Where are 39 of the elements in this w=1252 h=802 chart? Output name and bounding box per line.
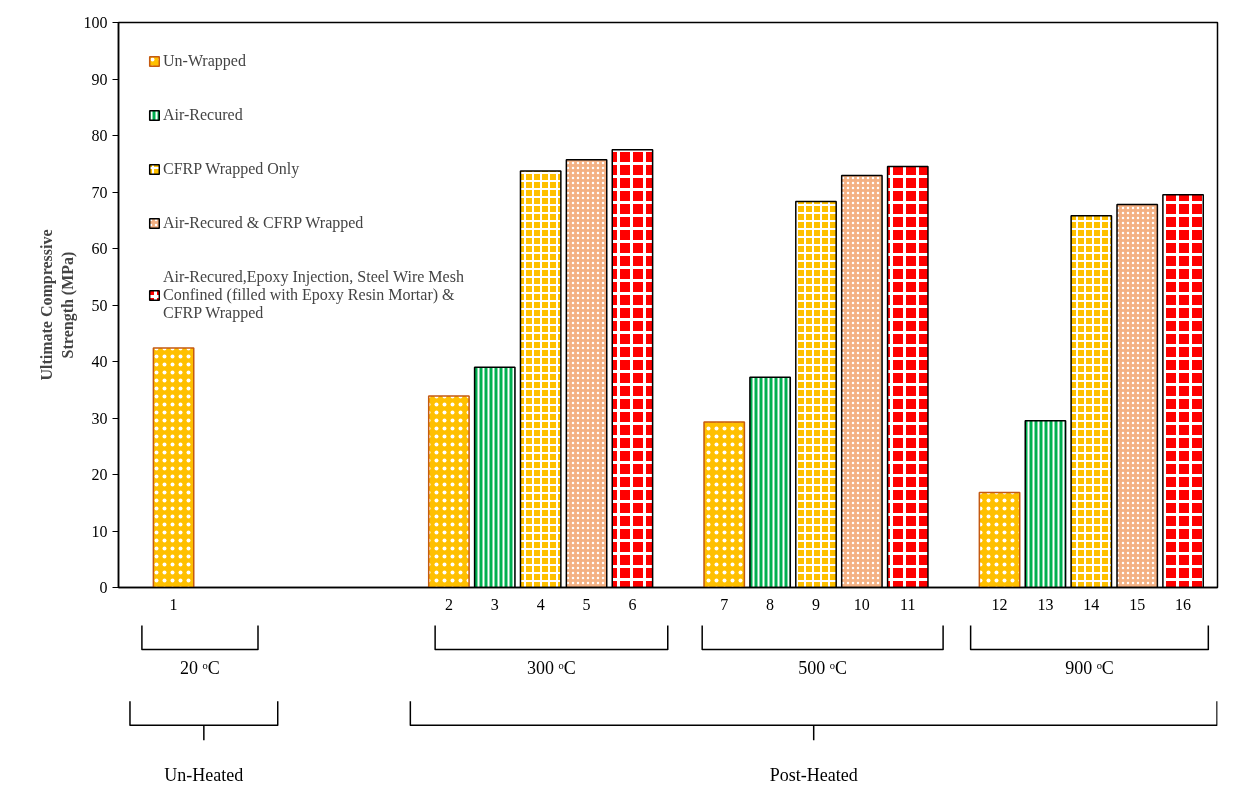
x-tick-label: 10	[853, 595, 870, 613]
legend-label: Air-Recured	[163, 106, 243, 124]
x-tick-label: 7	[720, 595, 729, 613]
text: 900 ᵒC	[1065, 658, 1114, 678]
x-tick-label: 9	[811, 595, 820, 613]
y-tick-label: 60	[91, 240, 108, 257]
y-tick-label: 80	[91, 127, 108, 144]
x-tick-label: 11	[900, 595, 916, 613]
legend-label: Un-Wrapped	[163, 52, 246, 70]
y-tick-label: 50	[91, 296, 108, 314]
text: 20 ᵒC	[180, 658, 220, 678]
x-tick-label: 4	[536, 595, 545, 613]
text: 500 ᵒC	[798, 658, 847, 678]
x-tick-label: 13	[1037, 595, 1054, 613]
x-tick-label: 16	[1175, 595, 1192, 613]
text: Un-Heated	[164, 765, 244, 786]
x-tick-label: 3	[490, 595, 499, 613]
y-tick-label: 70	[91, 183, 108, 201]
y-tick-label: 90	[91, 70, 108, 88]
x-tick-label: 14	[1083, 595, 1100, 613]
x-tick-label: 6	[628, 595, 637, 613]
legend-label: CFRP Wrapped Only	[163, 160, 300, 178]
x-tick-label: 12	[991, 595, 1008, 613]
y-tick-label: 30	[91, 409, 108, 427]
x-tick-label: 2	[444, 595, 453, 613]
y-tick-label: 40	[91, 353, 108, 370]
legend-label: Air-Recured,Epoxy Injection, Steel Wire Mesh Confined (filled with Epoxy Resin Mortar) & CFRP Wrapped	[163, 268, 464, 322]
y-tick-label: 0	[99, 579, 108, 596]
y-tick-label: 20	[91, 466, 108, 483]
y-axis-title: Ultimate Compressive Strength (MPa)	[38, 229, 77, 381]
text: Post-Heated	[769, 765, 858, 786]
x-tick-label: 15	[1129, 595, 1146, 613]
x-tick-label: 5	[582, 595, 591, 613]
text: 300 ᵒC	[527, 658, 576, 678]
y-tick-label: 100	[83, 14, 108, 31]
y-tick-label: 10	[91, 522, 108, 540]
x-tick-label: 1	[169, 595, 178, 613]
legend-label: Air-Recured & CFRP Wrapped	[163, 214, 364, 232]
x-tick-label: 8	[766, 595, 775, 613]
